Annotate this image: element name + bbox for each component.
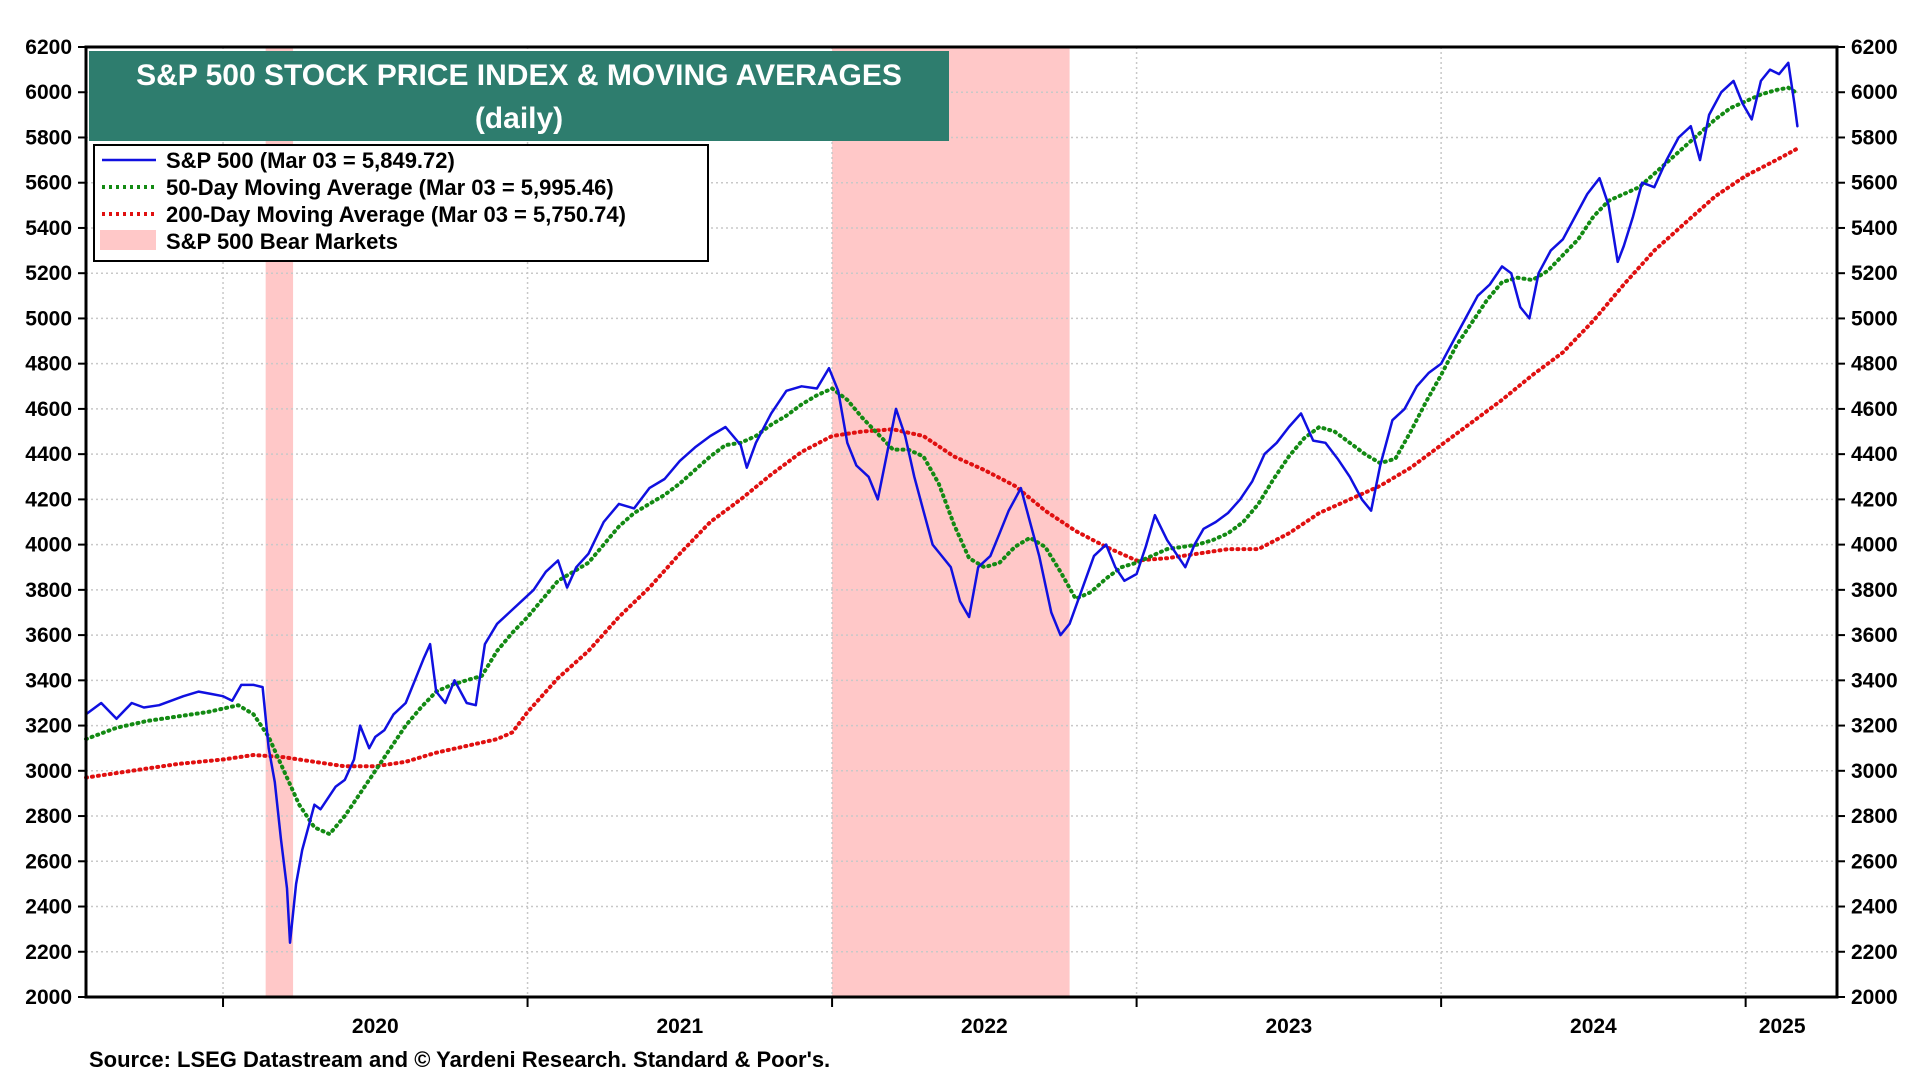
series-line-200-day-moving-average <box>84 146 1800 780</box>
y-tick-label-right: 2400 <box>1851 896 1898 919</box>
y-tick-label-left: 4400 <box>25 443 72 466</box>
source-note: Source: LSEG Datastream and © Yardeni Re… <box>89 1047 830 1072</box>
legend: S&P 500 (Mar 03 = 5,849.72) 50-Day Movin… <box>93 144 709 262</box>
y-tick-label-right: 4600 <box>1851 398 1898 421</box>
y-tick-label-left: 5000 <box>25 307 72 330</box>
x-tick-label: 2024 <box>1570 1015 1617 1038</box>
y-tick-label-left: 4200 <box>25 488 72 511</box>
y-tick-label-left: 5800 <box>25 126 72 149</box>
y-tick-label-left: 2000 <box>25 986 72 1009</box>
bear-market-band-2 <box>832 47 1070 997</box>
y-tick-label-left: 4800 <box>25 353 72 376</box>
y-tick-label-left: 2600 <box>25 850 72 873</box>
y-tick-label-right: 4400 <box>1851 443 1898 466</box>
x-tick-label: 2021 <box>656 1015 703 1038</box>
title-background <box>89 51 949 141</box>
y-tick-label-left: 3800 <box>25 579 72 602</box>
chart-title: S&P 500 STOCK PRICE INDEX & MOVING AVERA… <box>136 59 902 92</box>
y-tick-label-left: 2200 <box>25 941 72 964</box>
y-tick-label-left: 6200 <box>25 36 72 59</box>
series-line-s-p-500 <box>84 61 1799 944</box>
y-tick-label-right: 2200 <box>1851 941 1898 964</box>
x-tick-label: 2023 <box>1266 1015 1313 1038</box>
plot-frame <box>84 45 1839 999</box>
legend-label-bear: S&P 500 Bear Markets <box>166 229 398 254</box>
y-tick-label-left: 3000 <box>25 760 72 783</box>
y-tick-label-right: 2000 <box>1851 986 1898 1009</box>
y-tick-label-right: 2800 <box>1851 805 1898 828</box>
y-tick-label-left: 4000 <box>25 534 72 557</box>
y-tick-label-left: 5400 <box>25 217 72 240</box>
y-tick-label-left: 6000 <box>25 81 72 104</box>
y-tick-label-right: 3200 <box>1851 715 1898 738</box>
y-tick-label-left: 3400 <box>25 669 72 692</box>
x-tick-label: 2022 <box>961 1015 1008 1038</box>
legend-swatch-bear <box>100 230 156 250</box>
y-tick-label-right: 5200 <box>1851 262 1898 285</box>
y-tick-label-right: 5800 <box>1851 126 1898 149</box>
x-axis: 2020 2021 2022 2023 2024 2025 <box>222 997 1806 1038</box>
y-tick-label-right: 5400 <box>1851 217 1898 240</box>
y-tick-label-right: 6000 <box>1851 81 1898 104</box>
y-tick-label-right: 3400 <box>1851 669 1898 692</box>
y-tick-label-left: 2400 <box>25 896 72 919</box>
y-tick-label-right: 4000 <box>1851 534 1898 557</box>
y-axis-left: 2000 2200 2400 2600 2800 3000 3200 3400 3600 3800… <box>25 36 86 1009</box>
y-tick-label-right: 4200 <box>1851 488 1898 511</box>
y-tick-label-left: 3600 <box>25 624 72 647</box>
chart-title-box: S&P 500 STOCK PRICE INDEX & MOVING AVERA… <box>89 51 949 141</box>
legend-label-50day: 50-Day Moving Average (Mar 03 = 5,995.46… <box>166 175 614 200</box>
y-tick-label-right: 2600 <box>1851 850 1898 873</box>
legend-frame <box>93 144 709 262</box>
y-tick-label-right: 6200 <box>1851 36 1898 59</box>
y-tick-label-left: 5200 <box>25 262 72 285</box>
legend-label-200day: 200-Day Moving Average (Mar 03 = 5,750.7… <box>166 202 626 227</box>
legend-label-sp500: S&P 500 (Mar 03 = 5,849.72) <box>166 148 455 173</box>
y-axis-right: 2000 2200 2400 2600 2800 3000 3200 3400 3600 3800… <box>1837 36 1898 1009</box>
y-tick-label-right: 3600 <box>1851 624 1898 647</box>
series-lines <box>84 61 1800 944</box>
y-tick-label-left: 4600 <box>25 398 72 421</box>
y-tick-label-right: 4800 <box>1851 353 1898 376</box>
x-tick-label: 2025 <box>1759 1015 1806 1038</box>
y-tick-label-right: 5600 <box>1851 172 1898 195</box>
y-tick-label-right: 5000 <box>1851 307 1898 330</box>
y-tick-label-right: 3800 <box>1851 579 1898 602</box>
y-tick-label-left: 2800 <box>25 805 72 828</box>
y-tick-label-left: 5600 <box>25 172 72 195</box>
x-tick-label: 2020 <box>352 1015 399 1038</box>
chart-subtitle: (daily) <box>475 102 563 135</box>
y-tick-label-left: 3200 <box>25 715 72 738</box>
y-tick-label-right: 3000 <box>1851 760 1898 783</box>
